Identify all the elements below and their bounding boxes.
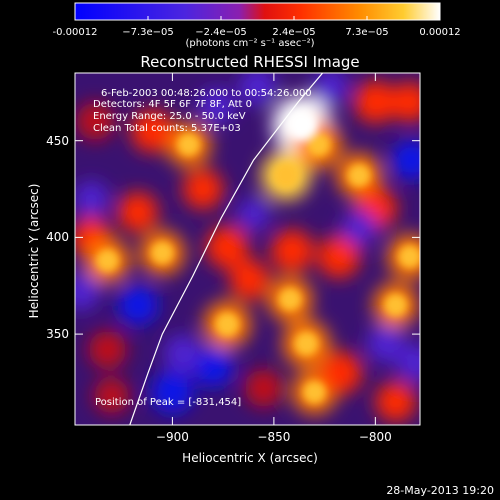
chart-title: Reconstructed RHESSI Image [140,53,360,71]
heatmap-blob [353,80,397,124]
heatmap-hot-spots [96,110,420,404]
heatmap-hot-spot [347,164,371,187]
heatmap-hot-spot [384,293,407,317]
heatmap-blob [391,139,420,181]
peak-position-label: Position of Peak = [-831,454] [95,397,242,408]
heatmap-hot-spot [303,380,326,404]
x-tick-label: −800 [358,430,392,444]
heatmap-blob [117,284,159,326]
heatmap-hot-spot [215,312,240,337]
heatmap-hot-spot [150,241,174,265]
heatmap-blob [375,381,416,422]
footer-date: 28-May-2013 19:20 [386,484,494,497]
heatmap-blob [199,88,235,124]
colorbar-tick-label: −2.4e−05 [195,27,247,38]
y-axis-label: Heliocentric Y (arcsec) [27,183,41,319]
heatmap-blob [244,369,283,408]
heatmap-blob [313,73,349,105]
info-detectors: Detectors: 4F 5F 6F 7F 8F, Att 0 [93,99,253,110]
info-time-range: 6-Feb-2003 00:48:26.000 to 00:54:26.000 [101,88,312,99]
heatmap-blob [319,351,363,395]
heatmap-hot-spot [177,133,200,156]
heatmap-blob [270,229,314,273]
heatmap-blob [366,324,405,363]
heatmap-blob [182,168,224,210]
y-tick-label: 400 [46,230,69,245]
heatmap-blob [397,344,420,383]
heatmap-hot-spot [398,245,420,269]
heatmap-blob [75,181,109,217]
colorbar-tick-label: 0.00012 [419,27,461,38]
colorbar-unit-label: (photons cm⁻² s⁻¹ asec⁻²) [185,38,315,49]
heatmap-hot-spot [294,331,319,356]
colorbar-tick-label: 2.4e−05 [272,27,316,38]
colorbar-gradient [74,2,441,21]
plot-frame [74,72,421,426]
axis-ticks [75,73,420,425]
heatmap-blob [88,330,127,369]
x-axis-label: Heliocentric X (arcsec) [182,451,318,465]
heatmap-hot-spot [278,287,302,311]
heatmap-hot-spot [287,110,318,141]
info-clean-counts: Clean Total counts: 5.37E+03 [93,123,241,134]
heatmap-blob [341,210,377,246]
heatmap-hot-spot [96,249,119,272]
heatmap-hot-spot [273,162,299,189]
x-tick-label: −900 [155,430,189,444]
heatmap-blob [75,272,101,311]
heatmap-hot-spot [306,132,331,157]
x-tick-label: −850 [257,430,291,444]
heatmap-blob [237,197,271,231]
heatmap-blob [93,378,130,414]
colorbar-tick-label: −7.3e−05 [122,27,174,38]
heatmap-blob [317,235,361,279]
heatmap-blob [205,225,249,269]
heatmap-blob [192,346,234,388]
heatmap-blob [163,334,202,373]
heatmap-blob [130,109,174,153]
info-energy-range: Energy Range: 25.0 - 50.0 keV [93,111,246,122]
colorbar-tick-marks [74,16,441,20]
y-tick-label: 350 [46,327,69,342]
y-tick-label: 450 [46,133,69,148]
heatmap-blob [229,259,270,301]
solar-limb-curve [129,73,324,425]
heatmap-blob [76,102,115,141]
colorbar-tick-label: -0.00012 [52,27,98,38]
colorbar-tick-label: 7.3e−05 [345,27,389,38]
heatmap-blob [389,81,420,123]
colorbar [74,2,441,21]
heatmap-blob [117,192,159,233]
heatmap-blob [238,73,277,106]
heatmap-blob [151,370,194,414]
